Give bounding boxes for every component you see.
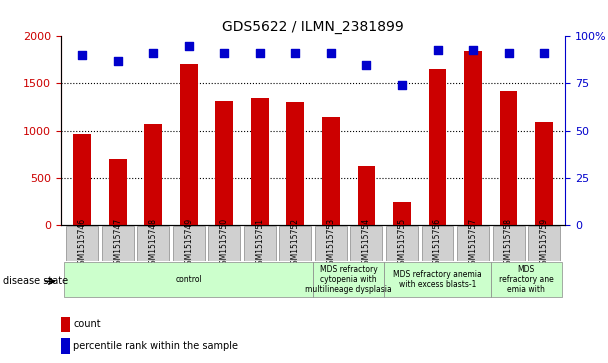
Point [148, 50, 158, 56]
Point [539, 50, 549, 56]
Point [362, 62, 371, 68]
Bar [251, 98, 269, 225]
FancyBboxPatch shape [492, 226, 525, 261]
FancyBboxPatch shape [209, 226, 240, 261]
FancyBboxPatch shape [315, 226, 347, 261]
FancyBboxPatch shape [457, 226, 489, 261]
Bar [61, 317, 70, 332]
Point [503, 50, 513, 56]
FancyBboxPatch shape [350, 226, 382, 261]
Point [291, 50, 300, 56]
Text: MDS refractory
cytopenia with
multilineage dysplasia: MDS refractory cytopenia with multilinea… [305, 265, 392, 294]
Text: disease state: disease state [3, 276, 68, 286]
Bar [429, 69, 446, 225]
Text: GSM1515757: GSM1515757 [469, 218, 477, 269]
Text: GSM1515756: GSM1515756 [433, 218, 442, 269]
FancyBboxPatch shape [384, 262, 491, 297]
Text: GSM1515758: GSM1515758 [504, 218, 513, 269]
Text: GSM1515753: GSM1515753 [326, 218, 336, 269]
Text: GSM1515759: GSM1515759 [540, 218, 548, 269]
FancyBboxPatch shape [313, 262, 384, 297]
Bar [180, 64, 198, 225]
Bar [322, 117, 340, 225]
FancyBboxPatch shape [421, 226, 454, 261]
Text: GSM1515752: GSM1515752 [291, 218, 300, 269]
Point [77, 52, 87, 58]
Point [113, 58, 123, 64]
Text: GSM1515746: GSM1515746 [78, 218, 86, 269]
FancyBboxPatch shape [102, 226, 134, 261]
Bar [393, 203, 411, 225]
Bar [61, 338, 70, 354]
Text: MDS
refractory ane
emia with: MDS refractory ane emia with [499, 265, 554, 294]
FancyBboxPatch shape [386, 226, 418, 261]
FancyBboxPatch shape [528, 226, 560, 261]
Bar [144, 124, 162, 225]
FancyBboxPatch shape [64, 262, 313, 297]
Bar [109, 159, 126, 225]
Bar [464, 52, 482, 225]
Bar [500, 91, 517, 225]
Title: GDS5622 / ILMN_2381899: GDS5622 / ILMN_2381899 [223, 20, 404, 34]
Point [184, 43, 193, 49]
Text: GSM1515748: GSM1515748 [149, 218, 157, 269]
Text: count: count [74, 319, 101, 329]
Text: percentile rank within the sample: percentile rank within the sample [74, 341, 238, 351]
Text: MDS refractory anemia
with excess blasts-1: MDS refractory anemia with excess blasts… [393, 270, 482, 289]
Bar [535, 122, 553, 225]
FancyBboxPatch shape [173, 226, 205, 261]
Text: control: control [175, 275, 202, 284]
Bar [286, 102, 304, 225]
Text: GSM1515751: GSM1515751 [255, 218, 264, 269]
Text: GSM1515749: GSM1515749 [184, 218, 193, 269]
Text: GSM1515750: GSM1515750 [219, 218, 229, 269]
FancyBboxPatch shape [137, 226, 169, 261]
Point [397, 82, 407, 88]
Text: GSM1515747: GSM1515747 [113, 218, 122, 269]
Point [219, 50, 229, 56]
FancyBboxPatch shape [279, 226, 311, 261]
Text: GSM1515754: GSM1515754 [362, 218, 371, 269]
Bar [358, 166, 375, 225]
Bar [215, 101, 233, 225]
Point [468, 46, 478, 52]
Bar [73, 134, 91, 225]
Text: GSM1515755: GSM1515755 [398, 218, 407, 269]
FancyBboxPatch shape [491, 262, 562, 297]
Point [326, 50, 336, 56]
Point [433, 46, 443, 52]
FancyBboxPatch shape [66, 226, 98, 261]
Point [255, 50, 264, 56]
FancyBboxPatch shape [244, 226, 276, 261]
